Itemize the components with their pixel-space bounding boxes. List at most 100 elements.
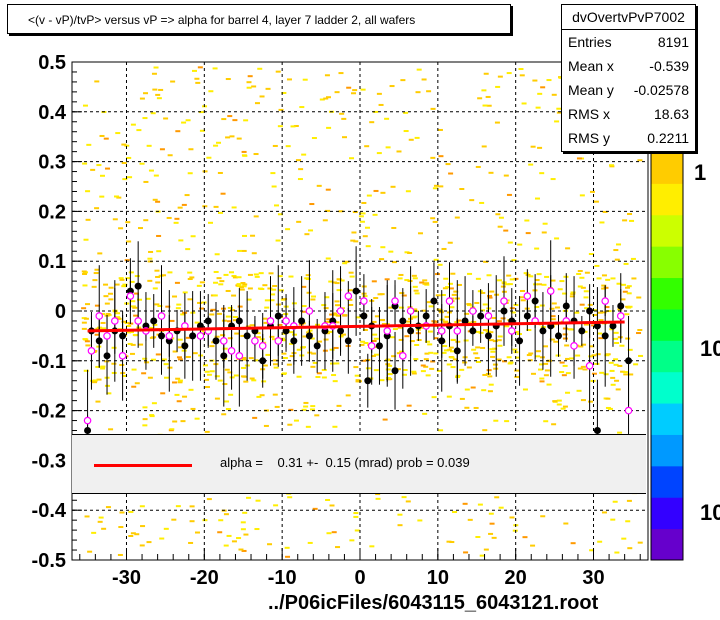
density-cell xyxy=(311,352,317,355)
palette-swatch xyxy=(651,528,683,561)
density-cell xyxy=(334,321,340,324)
density-cell xyxy=(263,424,269,427)
density-cell xyxy=(81,327,87,330)
y-tick-label: -0.4 xyxy=(32,500,67,522)
density-cell xyxy=(521,102,527,105)
density-cell xyxy=(221,118,227,121)
density-cell xyxy=(152,88,158,91)
density-cell xyxy=(412,315,418,318)
data-point-open xyxy=(453,327,462,335)
density-cell xyxy=(369,121,375,124)
density-cell xyxy=(371,320,377,323)
density-cell xyxy=(487,296,493,299)
density-cell xyxy=(236,137,242,140)
density-cell xyxy=(372,333,378,336)
density-cell xyxy=(341,117,347,120)
density-cell xyxy=(443,349,449,352)
density-cell xyxy=(412,308,418,311)
density-cell xyxy=(141,372,147,375)
density-cell xyxy=(554,120,560,123)
density-cell xyxy=(604,354,610,357)
density-cell xyxy=(178,239,184,242)
density-cell xyxy=(302,78,308,81)
density-cell xyxy=(157,304,163,307)
density-cell xyxy=(481,145,487,148)
density-cell xyxy=(614,379,620,382)
density-cell xyxy=(390,185,396,188)
stats-name: dvOvertvPvP7002 xyxy=(562,5,695,30)
density-cell xyxy=(288,331,294,334)
density-cell xyxy=(159,537,165,540)
density-cell xyxy=(265,87,271,90)
density-cell xyxy=(606,310,612,313)
density-cell xyxy=(115,312,121,315)
density-cell xyxy=(570,291,576,294)
density-cell xyxy=(562,364,568,367)
density-cell xyxy=(321,376,327,379)
density-cell xyxy=(438,429,444,432)
density-cell xyxy=(214,397,220,400)
density-cell xyxy=(479,554,485,557)
density-cell xyxy=(100,321,106,324)
data-point-open xyxy=(165,332,174,340)
density-cell xyxy=(594,362,600,365)
data-point-filled xyxy=(477,312,485,320)
density-cell xyxy=(500,317,506,320)
density-cell xyxy=(305,278,311,281)
density-cell xyxy=(569,357,575,360)
data-point-filled xyxy=(399,317,407,325)
density-cell xyxy=(163,527,169,530)
density-cell xyxy=(391,261,397,264)
density-cell xyxy=(483,260,489,263)
density-cell xyxy=(371,280,377,283)
density-cell xyxy=(195,81,201,84)
palette-label-1: 1 xyxy=(694,160,707,185)
data-point-open xyxy=(305,307,314,315)
density-cell xyxy=(519,296,525,299)
density-cell xyxy=(108,298,114,301)
density-cell xyxy=(84,340,90,343)
density-cell xyxy=(353,366,359,369)
y-tick-label: 0.2 xyxy=(38,201,66,223)
density-cell xyxy=(565,372,571,375)
density-cell xyxy=(119,511,125,514)
density-cell xyxy=(182,291,188,294)
density-cell xyxy=(81,321,87,324)
data-point-open xyxy=(624,406,633,415)
density-cell xyxy=(199,129,205,132)
density-cell xyxy=(236,537,242,540)
data-point-open xyxy=(227,347,236,355)
density-cell xyxy=(286,78,292,81)
density-cell xyxy=(282,298,288,301)
density-cell xyxy=(580,286,586,289)
density-cell xyxy=(487,294,493,297)
density-cell xyxy=(449,306,455,309)
density-cell xyxy=(308,229,314,232)
density-cell xyxy=(131,385,137,388)
density-cell xyxy=(169,319,175,322)
data-point-open xyxy=(344,292,353,300)
density-cell xyxy=(464,312,470,315)
density-cell xyxy=(487,375,493,378)
density-cell xyxy=(534,305,540,308)
density-cell xyxy=(118,227,124,230)
density-cell xyxy=(221,413,227,416)
fit-line xyxy=(87,320,625,333)
density-cell xyxy=(98,516,104,519)
density-cell xyxy=(241,358,247,361)
data-point-filled xyxy=(586,307,594,315)
density-cell xyxy=(550,318,556,321)
density-cell xyxy=(539,172,545,175)
data-point-open xyxy=(601,297,609,305)
density-cell xyxy=(605,397,611,400)
density-cell xyxy=(584,307,590,310)
data-point-open xyxy=(258,342,267,350)
density-cell xyxy=(256,395,262,398)
density-cell xyxy=(355,379,361,382)
density-cell xyxy=(477,503,483,506)
density-cell xyxy=(128,510,134,513)
density-cell xyxy=(467,272,473,275)
density-cell xyxy=(227,371,233,374)
density-cell xyxy=(588,355,594,358)
density-cell xyxy=(139,97,145,100)
